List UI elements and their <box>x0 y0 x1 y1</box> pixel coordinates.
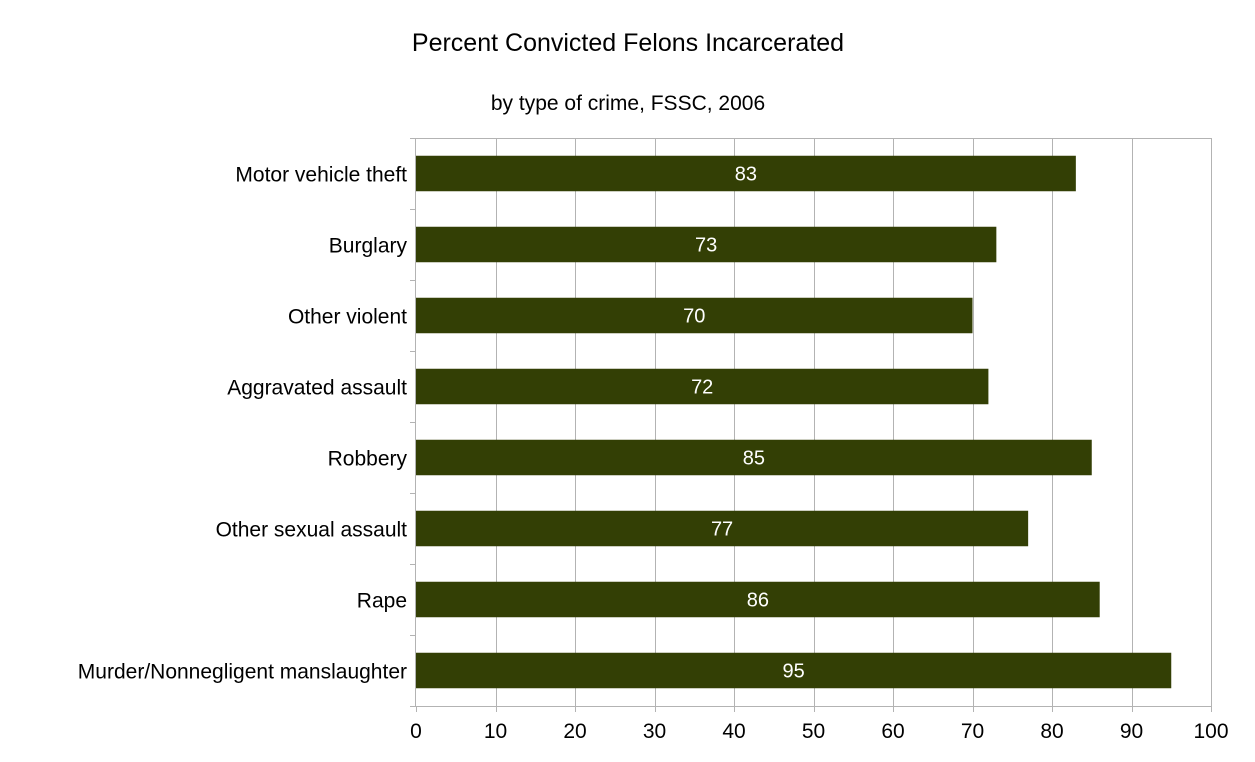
bar <box>416 226 997 263</box>
bar <box>416 155 1076 192</box>
bar <box>416 297 973 334</box>
category-label: Murder/Nonnegligent manslaughter <box>78 661 407 684</box>
bar-value-label: 77 <box>711 519 733 541</box>
x-tick-label: 60 <box>881 720 904 743</box>
x-tick-label: 30 <box>643 720 666 743</box>
x-tick-label: 70 <box>961 720 984 743</box>
bar-value-label: 70 <box>683 306 705 328</box>
bar <box>416 439 1092 476</box>
bar <box>416 368 989 405</box>
bar-value-label: 73 <box>695 235 717 257</box>
category-label: Robbery <box>328 448 408 471</box>
bar-value-label: 85 <box>743 448 765 470</box>
x-tick-label: 40 <box>722 720 745 743</box>
category-label: Other sexual assault <box>216 519 408 542</box>
bar <box>416 652 1172 689</box>
bar-value-label: 95 <box>783 661 805 683</box>
bar <box>416 581 1100 618</box>
x-tick-labels: 0 10 20 30 40 50 60 70 80 90 100 <box>410 720 1228 743</box>
bar-value-label: 72 <box>691 377 713 399</box>
x-tick-label: 10 <box>484 720 507 743</box>
grid-lines <box>416 138 1212 706</box>
bar-value-label: 86 <box>747 590 769 612</box>
chart-title: Percent Convicted Felons Incarcerated <box>412 29 844 57</box>
bar-value-label: 83 <box>735 164 757 186</box>
category-labels: Murder/Nonnegligent manslaughter Rape Othe… <box>78 164 408 684</box>
chart-subtitle: by type of crime, FSSC, 2006 <box>491 92 765 115</box>
x-tick-label: 80 <box>1040 720 1063 743</box>
x-tick-label: 0 <box>410 720 422 743</box>
axes <box>410 138 1212 712</box>
x-tick-label: 90 <box>1120 720 1143 743</box>
category-label: Burglary <box>329 235 408 258</box>
bars: 95 86 77 85 72 70 73 83 <box>416 155 1172 689</box>
x-tick-label: 20 <box>563 720 586 743</box>
category-label: Rape <box>357 590 407 613</box>
category-label: Aggravated assault <box>227 377 407 400</box>
bar <box>416 510 1029 547</box>
x-tick-label: 100 <box>1193 720 1228 743</box>
x-tick-label: 50 <box>802 720 825 743</box>
category-label: Other violent <box>288 306 407 329</box>
category-label: Motor vehicle theft <box>235 164 407 187</box>
